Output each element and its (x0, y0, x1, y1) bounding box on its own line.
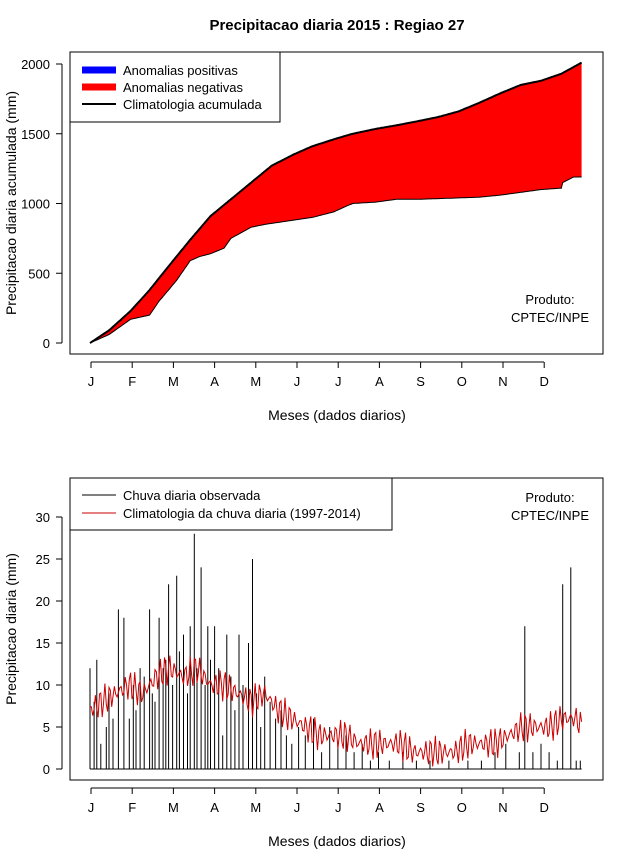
top-chart: 0 500 1000 1500 2000 J F M A M J J A S O N D Meses (dad… (3, 51, 604, 423)
bottom-y-tick-label: 15 (36, 636, 50, 651)
bottom-y-tick-label: 0 (43, 762, 50, 777)
legend-label-negative: Anomalias negativas (123, 80, 243, 95)
bottom-credit-line1: Produto: (525, 490, 574, 505)
bottom-x-axis-label: Meses (dados diarios) (268, 833, 406, 849)
top-credit-line1: Produto: (525, 292, 574, 307)
top-x-tick-label: A (375, 374, 384, 389)
top-x-tick-label: J (88, 374, 95, 389)
observed-accumulated-line (89, 176, 582, 344)
top-x-tick-label: N (498, 374, 507, 389)
top-x-tick-label: F (128, 374, 136, 389)
bottom-x-tick-label: J (335, 800, 342, 815)
top-x-axis-label: Meses (dados diarios) (268, 407, 406, 423)
top-x-tick-label: M (168, 374, 179, 389)
bottom-y-tick-label: 5 (43, 720, 50, 735)
top-x-tick-label: J (335, 374, 342, 389)
top-legend: Anomalias positivas Anomalias negativas … (69, 51, 281, 123)
bottom-chart: 0 5 10 15 20 25 30 J F M A M J J A S O N D Meses (dados d… (3, 477, 604, 849)
top-x-tick-label: S (416, 374, 425, 389)
top-y-axis: 0 500 1000 1500 2000 (21, 57, 63, 351)
legend-label-daily-climatology: Climatologia da chuva diaria (1997-2014) (123, 506, 361, 521)
bottom-x-tick-label: S (416, 800, 425, 815)
top-y-tick-label: 0 (43, 336, 50, 351)
bottom-credit-line2: CPTEC/INPE (511, 508, 589, 523)
top-y-axis-label: Precipitacao diaria acumulada (mm) (3, 91, 19, 315)
top-credit-line2: CPTEC/INPE (511, 310, 589, 325)
figure-title: Precipitacao diaria 2015 : Regiao 27 (209, 17, 464, 34)
bottom-x-tick-label: J (294, 800, 301, 815)
bottom-y-tick-label: 30 (36, 510, 50, 525)
legend-label-positive: Anomalias positivas (123, 63, 238, 78)
bottom-legend: Chuva diaria observada Climatologia da c… (69, 477, 393, 531)
top-x-tick-label: J (294, 374, 301, 389)
bottom-x-tick-label: O (457, 800, 467, 815)
legend-label-observed: Chuva diaria observada (123, 488, 261, 503)
negative-anomaly-fill (90, 62, 582, 343)
top-y-tick-label: 1000 (21, 197, 50, 212)
climatology-accumulated-line (89, 61, 583, 344)
legend-label-climatology: Climatologia acumulada (123, 97, 263, 112)
bottom-x-tick-label: J (88, 800, 95, 815)
bottom-y-tick-label: 10 (36, 678, 50, 693)
bottom-y-tick-label: 20 (36, 594, 50, 609)
bottom-x-tick-label: A (210, 800, 219, 815)
bottom-legend-box (69, 477, 393, 531)
top-plot-frame (69, 51, 604, 355)
top-x-tick-label: A (210, 374, 219, 389)
bottom-y-axis-label: Precipitacao diaria (mm) (3, 553, 19, 705)
top-x-tick-label: M (250, 374, 261, 389)
bottom-x-tick-label: M (250, 800, 261, 815)
bottom-x-tick-label: M (168, 800, 179, 815)
bottom-y-tick-label: 25 (36, 552, 50, 567)
anomaly-area (89, 62, 582, 344)
observed-rain-bars (89, 533, 582, 770)
daily-climatology-line (89, 655, 583, 767)
top-y-tick-label: 2000 (21, 57, 50, 72)
top-x-tick-label: D (540, 374, 549, 389)
bottom-x-tick-label: A (375, 800, 384, 815)
top-y-tick-label: 1500 (21, 127, 50, 142)
bottom-x-tick-label: N (498, 800, 507, 815)
bottom-y-axis: 0 5 10 15 20 25 30 (36, 510, 63, 777)
bottom-x-tick-label: D (540, 800, 549, 815)
top-x-tick-label: O (457, 374, 467, 389)
bottom-x-tick-label: F (128, 800, 136, 815)
top-y-tick-label: 500 (28, 266, 50, 281)
